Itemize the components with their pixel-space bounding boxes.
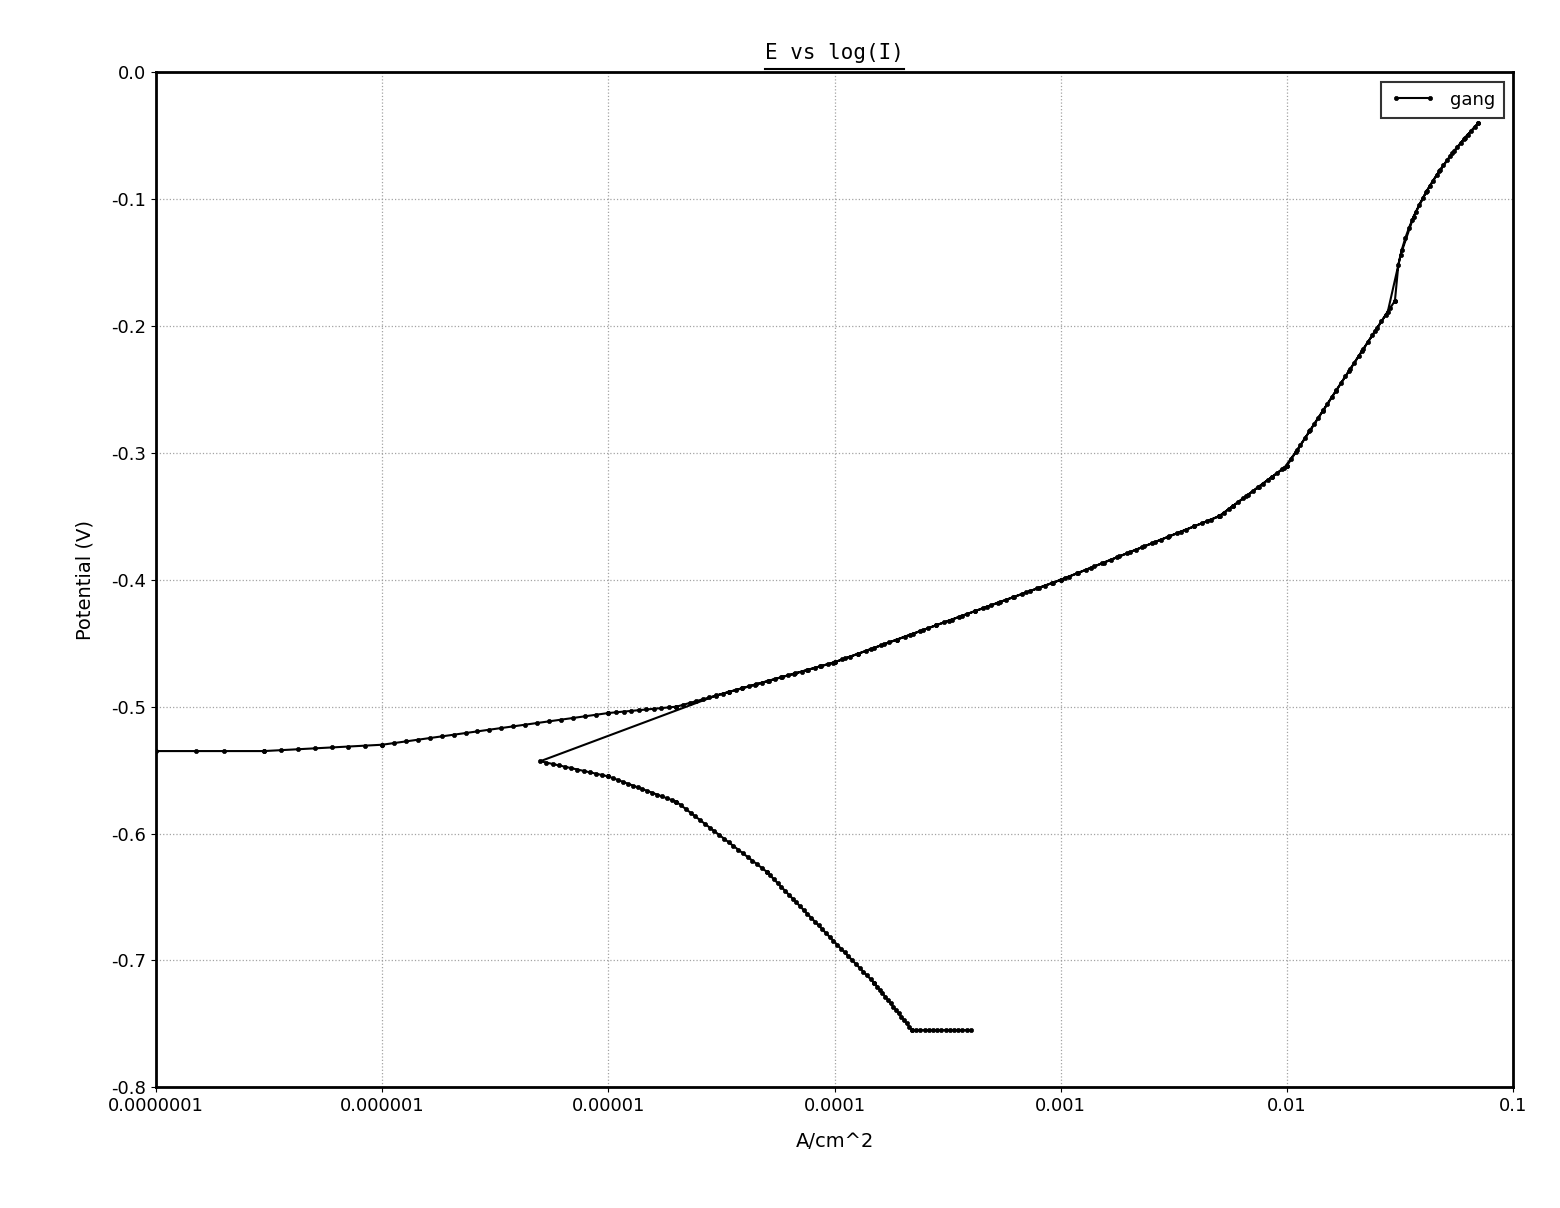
gang bbox=[1211, 509, 1229, 523]
gang bbox=[624, 778, 643, 792]
gang bbox=[1094, 556, 1112, 570]
Line: gang: gang bbox=[154, 121, 1480, 1032]
gang bbox=[903, 1023, 922, 1038]
gang bbox=[966, 604, 984, 618]
X-axis label: A/cm^2: A/cm^2 bbox=[796, 1132, 874, 1150]
Y-axis label: Potential (V): Potential (V) bbox=[75, 519, 95, 640]
Title: E vs log(I): E vs log(I) bbox=[764, 42, 905, 63]
gang bbox=[961, 1023, 980, 1038]
gang bbox=[1363, 327, 1382, 342]
gang bbox=[1470, 116, 1488, 130]
gang bbox=[147, 744, 165, 759]
gang bbox=[761, 869, 780, 883]
Legend: gang: gang bbox=[1381, 81, 1504, 117]
